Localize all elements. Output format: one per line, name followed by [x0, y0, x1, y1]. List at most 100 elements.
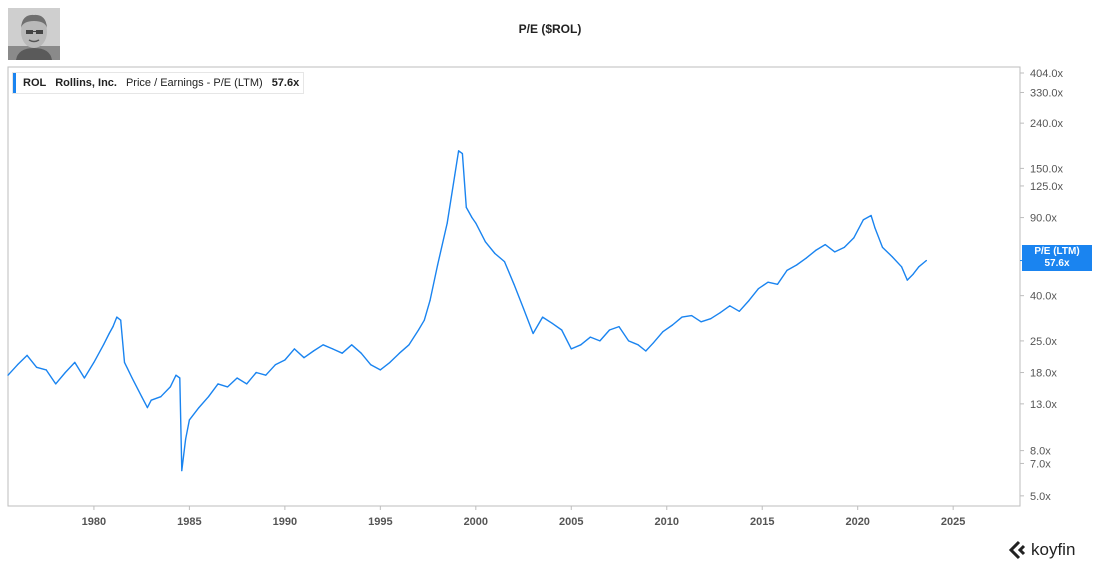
data-point	[522, 307, 525, 310]
data-point	[853, 237, 855, 239]
data-point	[465, 206, 467, 208]
data-point	[757, 288, 760, 290]
data-point	[532, 332, 534, 335]
data-point	[796, 264, 798, 266]
x-tick-label: 1985	[177, 516, 201, 528]
data-point	[815, 249, 817, 251]
brand-name: koyfin	[1031, 540, 1076, 559]
data-point	[102, 344, 105, 346]
data-point	[570, 348, 572, 350]
data-point	[870, 214, 872, 217]
data-point	[181, 470, 183, 472]
data-point	[312, 350, 315, 352]
legend-color-swatch	[13, 73, 16, 93]
data-point	[360, 352, 362, 354]
data-point	[494, 252, 496, 255]
data-point	[227, 386, 229, 388]
data-point	[246, 383, 248, 385]
plot-frame	[7, 66, 1021, 507]
data-point	[786, 269, 788, 271]
data-point	[169, 386, 171, 388]
data-point	[55, 383, 57, 385]
legend-metric: Price / Earnings - P/E (LTM)	[125, 77, 263, 89]
data-point	[458, 150, 460, 152]
data-point	[608, 329, 611, 331]
data-point	[729, 305, 731, 307]
data-point	[691, 315, 693, 317]
data-point	[150, 399, 152, 401]
data-point	[776, 283, 779, 285]
y-tick-label: 40.0x	[1030, 291, 1057, 303]
data-point	[912, 273, 914, 275]
data-point	[561, 329, 563, 331]
data-point	[408, 344, 410, 346]
data-point	[341, 352, 343, 354]
last-value-label: P/E (LTM)	[1034, 246, 1080, 257]
x-tick-label: 2010	[655, 516, 679, 528]
legend-company: Rollins, Inc.	[55, 77, 117, 89]
data-point	[881, 246, 884, 248]
data-point	[185, 438, 187, 440]
data-point	[293, 348, 295, 350]
x-tick-label: 2025	[941, 516, 965, 528]
y-tick-label: 13.0x	[1030, 399, 1057, 411]
data-point	[925, 259, 928, 262]
last-value-tag: P/E (LTM) 57.6x	[1022, 245, 1092, 271]
data-point	[93, 361, 95, 363]
x-tick-label: 2005	[559, 516, 583, 528]
y-tick-label: 404.0x	[1030, 68, 1064, 80]
data-point	[370, 364, 372, 366]
data-point	[429, 300, 431, 302]
data-point	[834, 251, 836, 253]
data-point	[599, 340, 601, 342]
data-point	[580, 344, 582, 346]
author-avatar	[8, 8, 60, 60]
x-tick-label: 2000	[464, 516, 488, 528]
y-tick-label: 150.0x	[1030, 163, 1064, 175]
data-point	[74, 361, 76, 363]
data-point	[513, 283, 515, 285]
chart-title: P/E ($ROL)	[518, 22, 582, 36]
data-point	[236, 377, 238, 379]
data-point	[217, 383, 219, 385]
data-point	[437, 264, 439, 266]
data-point	[542, 316, 544, 318]
x-tick-label: 1980	[82, 516, 106, 528]
data-point	[332, 348, 334, 350]
data-point	[446, 222, 448, 224]
data-point	[891, 256, 893, 258]
data-point	[45, 369, 47, 371]
y-tick-label: 240.0x	[1030, 118, 1064, 130]
data-point	[671, 324, 674, 326]
data-point	[906, 279, 908, 281]
y-tick-label: 125.0x	[1030, 181, 1064, 193]
data-point	[83, 377, 85, 379]
data-point	[351, 344, 353, 346]
data-point	[7, 374, 9, 376]
data-point	[389, 361, 391, 363]
y-tick-label: 5.0x	[1030, 491, 1051, 503]
data-point	[207, 396, 210, 398]
data-point	[131, 377, 133, 379]
x-tick-label: 2020	[845, 516, 869, 528]
series-line-0	[7, 150, 927, 472]
y-tick-label: 7.0x	[1030, 458, 1051, 470]
x-tick-label: 1990	[273, 516, 297, 528]
data-point	[805, 257, 807, 259]
x-tick-label: 2015	[750, 516, 774, 528]
y-tick-label: 18.0x	[1030, 368, 1057, 380]
data-point	[284, 359, 286, 361]
data-point	[681, 316, 683, 318]
data-point	[322, 344, 324, 346]
data-point	[874, 227, 876, 229]
legend-symbol: ROL	[23, 77, 47, 89]
data-point	[461, 153, 463, 155]
data-point	[475, 222, 477, 224]
data-point	[824, 244, 826, 246]
data-point	[484, 241, 486, 243]
data-point	[141, 396, 143, 398]
data-point	[843, 246, 845, 248]
legend-value: 57.6x	[271, 77, 300, 89]
data-point	[618, 326, 620, 328]
